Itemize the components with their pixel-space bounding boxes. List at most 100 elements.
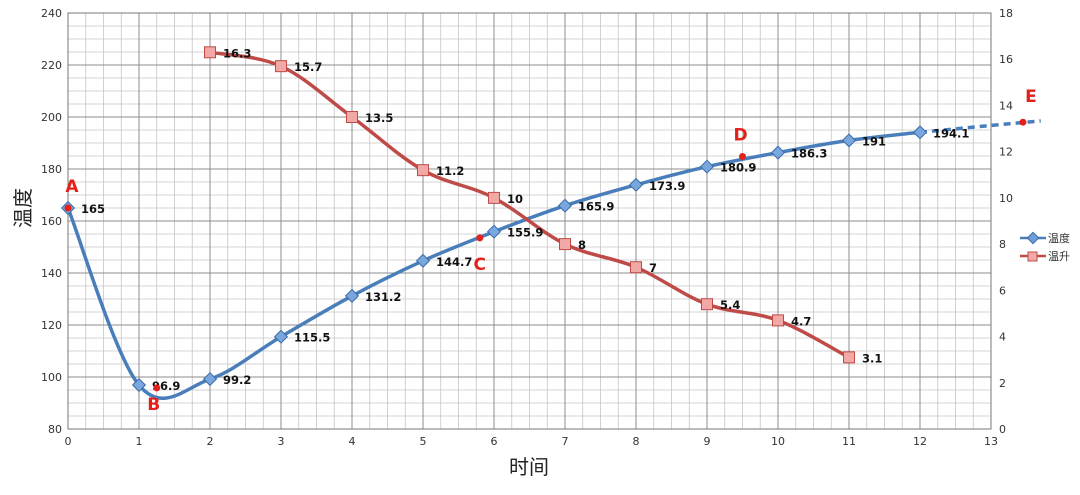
x-tick-label: 3 <box>278 435 285 448</box>
x-tick-label: 12 <box>913 435 927 448</box>
y2-tick-label: 2 <box>999 377 1006 390</box>
y2-tick-label: 4 <box>999 331 1006 344</box>
temperature-point <box>912 125 928 140</box>
annotation-label: B <box>147 395 160 415</box>
temperature-data-label: 144.7 <box>436 255 472 269</box>
x-tick-label: 8 <box>633 435 640 448</box>
annotation-point <box>739 153 746 161</box>
x-tick-label: 9 <box>704 435 711 448</box>
y2-tick-label: 14 <box>999 99 1013 112</box>
temp-rise-data-label: 16.3 <box>223 46 251 60</box>
annotation-label: D <box>733 126 747 146</box>
temp-rise-point <box>630 261 642 274</box>
y2-tick-label: 6 <box>999 284 1006 297</box>
temp-rise-point <box>559 238 571 251</box>
temp-rise-data-label: 10 <box>507 192 523 206</box>
annotation-label: C <box>474 255 486 275</box>
y-tick-label: 120 <box>41 319 62 332</box>
y-tick-label: 160 <box>41 215 62 228</box>
y-tick-label: 200 <box>41 111 62 124</box>
annotation-label: A <box>65 177 79 197</box>
temperature-point <box>202 372 218 387</box>
temp-rise-point <box>204 46 216 59</box>
y-tick-label: 80 <box>48 423 62 436</box>
temperature-point <box>344 288 360 303</box>
legend-label-temperature: 温度 <box>1048 231 1070 245</box>
temp-rise-point <box>275 60 287 73</box>
temperature-point <box>415 253 431 268</box>
temp-rise-point <box>346 111 358 123</box>
temperature-data-label: 191 <box>862 134 886 148</box>
y2-tick-label: 8 <box>999 238 1006 251</box>
temp-rise-data-label: 5.4 <box>720 298 740 312</box>
temperature-data-label: 180.9 <box>720 161 756 175</box>
x-tick-label: 2 <box>207 435 214 448</box>
temperature-data-label: 186.3 <box>791 147 827 161</box>
temperature-data-label: 165.9 <box>578 200 614 214</box>
annotation-point <box>476 234 484 242</box>
temp-rise-point <box>417 164 429 177</box>
y2-tick-label: 10 <box>999 192 1013 205</box>
temperature-point <box>486 224 502 239</box>
temp-rise-data-label: 3.1 <box>862 351 882 365</box>
annotation-point <box>64 204 72 212</box>
axes: 0 1 2 3 4 5 6 7 8 9 10 11 12 138010012014016018020022… <box>41 7 1013 448</box>
temp-rise-point <box>843 351 855 364</box>
x-tick-label: 0 <box>65 435 72 448</box>
temp-rise-point <box>772 314 784 327</box>
temperature-point <box>131 377 147 393</box>
y2-tick-label: 12 <box>999 146 1013 159</box>
y-tick-label: 220 <box>41 59 62 72</box>
x-tick-label: 10 <box>771 435 785 448</box>
y-tick-label: 100 <box>41 371 62 384</box>
temperature-data-label: 173.9 <box>649 179 685 193</box>
temp-rise-data-label: 4.7 <box>791 314 811 328</box>
x-tick-label: 7 <box>562 435 569 448</box>
annotation-point <box>153 384 161 392</box>
temp-rise-point <box>701 298 713 311</box>
legend: 温度 温升 <box>1020 231 1070 263</box>
temp-rise-data-label: 8 <box>578 238 586 252</box>
y2-tick-label: 16 <box>999 53 1013 66</box>
temperature-point <box>557 198 573 213</box>
series <box>60 46 1041 400</box>
x-tick-label: 11 <box>842 435 856 448</box>
x-tick-label: 5 <box>420 435 427 448</box>
y-tick-label: 240 <box>41 7 62 20</box>
temp-rise-data-label: 13.5 <box>365 111 393 125</box>
y2-tick-label: 0 <box>999 423 1006 436</box>
x-axis-title: 时间 <box>509 455 549 479</box>
x-tick-label: 13 <box>984 435 998 448</box>
y2-tick-label: 18 <box>999 7 1013 20</box>
legend-marker-temp-rise <box>1027 251 1038 262</box>
temperature-point <box>628 177 644 192</box>
legend-label-temp-rise: 温升 <box>1048 250 1070 263</box>
temperature-data-label: 165 <box>81 202 105 216</box>
x-tick-label: 1 <box>136 435 143 448</box>
temperature-data-label: 155.9 <box>507 226 543 240</box>
plot-border <box>67 12 992 430</box>
annotation-point <box>1019 118 1027 126</box>
temperature-point <box>770 145 786 160</box>
x-tick-label: 6 <box>491 435 498 448</box>
temp-rise-data-label: 11.2 <box>436 164 464 178</box>
temp-rise-point <box>488 191 500 204</box>
temperature-point <box>841 133 857 148</box>
series-line-temp-rise <box>208 50 851 360</box>
temperature-point <box>273 329 289 344</box>
temperature-data-label: 115.5 <box>294 331 330 345</box>
temperature-data-label: 131.2 <box>365 290 401 304</box>
x-tick-label: 4 <box>349 435 356 448</box>
temperature-data-label: 99.2 <box>223 373 251 387</box>
temperature-data-label: 194.1 <box>933 126 969 140</box>
y-axis-title: 温度 <box>11 188 35 228</box>
legend-marker-temperature <box>1026 231 1040 245</box>
series-line-temperature-extrapolation <box>919 119 1041 135</box>
temp-rise-data-label: 7 <box>649 261 657 275</box>
temperature-point <box>699 159 715 174</box>
annotation-label: E <box>1025 87 1037 107</box>
annotations: A B C D E <box>64 87 1037 415</box>
